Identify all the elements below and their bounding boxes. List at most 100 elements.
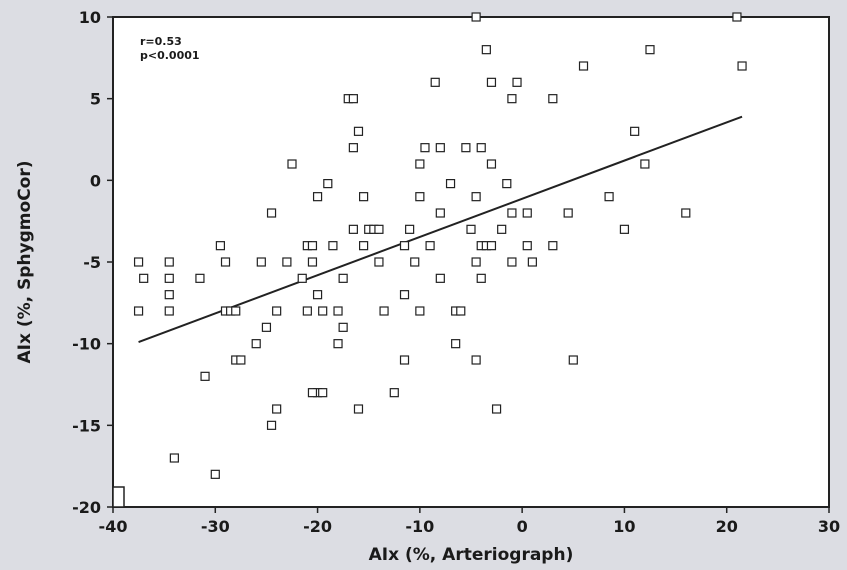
y-tick-label: -5 xyxy=(83,253,101,272)
data-point xyxy=(323,179,333,189)
data-point xyxy=(435,273,445,283)
data-point xyxy=(548,94,558,104)
data-point xyxy=(415,306,425,316)
data-point xyxy=(604,192,614,202)
origin-corner-box xyxy=(112,486,125,508)
data-point xyxy=(568,355,578,365)
data-points xyxy=(133,12,747,479)
data-point xyxy=(328,241,338,251)
data-point xyxy=(486,159,497,169)
plot-area xyxy=(112,16,830,508)
data-point xyxy=(486,241,497,251)
data-point xyxy=(333,306,343,316)
data-point xyxy=(266,208,277,218)
data-point xyxy=(297,273,307,283)
data-point xyxy=(272,306,282,316)
annotation-p: p<0.0001 xyxy=(140,49,200,62)
data-point xyxy=(471,192,481,202)
y-tick-label: -20 xyxy=(72,498,101,517)
data-point xyxy=(307,241,318,251)
data-point xyxy=(348,94,358,104)
x-tick-label: -30 xyxy=(201,517,230,536)
data-point xyxy=(261,322,272,332)
data-point xyxy=(164,257,174,267)
data-point xyxy=(215,241,225,251)
data-point xyxy=(200,371,210,381)
data-point xyxy=(430,77,440,87)
data-point xyxy=(737,61,747,71)
data-point xyxy=(399,241,410,251)
data-point xyxy=(527,257,537,267)
data-point xyxy=(353,126,364,136)
data-point xyxy=(445,179,456,189)
data-point xyxy=(512,77,522,87)
data-point xyxy=(282,257,292,267)
data-point xyxy=(507,208,517,218)
y-axis-ticks: 10 5 0 -5 -10 -15 -20 xyxy=(72,8,113,517)
x-axis-title: AIx (%, Arteriograph) xyxy=(369,545,574,565)
x-tick-label: 0 xyxy=(517,517,528,536)
y-tick-label: -10 xyxy=(72,335,101,354)
data-point xyxy=(379,306,389,316)
data-point xyxy=(420,143,430,153)
x-tick-label: 10 xyxy=(613,517,635,536)
y-tick-label: 5 xyxy=(90,90,101,109)
data-point xyxy=(374,257,384,267)
data-point xyxy=(195,273,205,283)
data-point xyxy=(210,469,220,479)
data-point xyxy=(307,257,318,267)
data-point xyxy=(338,273,348,283)
data-point xyxy=(619,224,630,234)
data-point xyxy=(312,290,323,300)
data-point xyxy=(139,273,149,283)
x-tick-label: 20 xyxy=(716,517,738,536)
data-point xyxy=(497,224,507,234)
data-point xyxy=(435,143,445,153)
data-point xyxy=(486,77,497,87)
data-point xyxy=(425,241,435,251)
data-point xyxy=(251,339,261,349)
data-point xyxy=(307,388,318,398)
data-point xyxy=(410,257,420,267)
data-point xyxy=(169,453,179,463)
data-point xyxy=(507,94,517,104)
data-point xyxy=(164,290,174,300)
y-tick-label: 10 xyxy=(79,8,101,27)
data-point xyxy=(374,224,384,234)
data-point xyxy=(389,388,399,398)
data-point xyxy=(415,192,425,202)
data-point xyxy=(502,179,512,189)
data-point xyxy=(522,208,532,218)
data-point xyxy=(578,61,589,71)
data-point xyxy=(491,404,502,414)
data-point xyxy=(435,208,445,218)
data-point xyxy=(133,306,144,316)
data-point xyxy=(318,388,328,398)
data-point xyxy=(630,126,640,136)
data-point xyxy=(476,273,486,283)
data-point xyxy=(399,290,410,300)
data-point xyxy=(164,306,174,316)
data-point xyxy=(338,322,348,332)
data-point xyxy=(287,159,297,169)
data-point xyxy=(456,306,466,316)
data-point xyxy=(451,339,461,349)
data-point xyxy=(732,12,742,22)
data-point xyxy=(405,224,415,234)
data-point xyxy=(548,241,558,251)
data-point xyxy=(563,208,573,218)
annotation-r: r=0.53 xyxy=(140,35,182,48)
data-point xyxy=(522,241,532,251)
data-point xyxy=(266,420,277,430)
x-axis-ticks: -40 -30 -20 -10 0 10 20 30 xyxy=(99,507,840,536)
data-point xyxy=(302,306,312,316)
data-point xyxy=(481,45,491,55)
data-point xyxy=(164,273,174,283)
regression-line xyxy=(138,115,743,343)
data-point xyxy=(220,257,231,267)
y-axis-title: AIx (%, SphygmoCor) xyxy=(15,160,35,363)
data-point xyxy=(507,257,517,267)
data-point xyxy=(645,45,655,55)
data-point xyxy=(231,306,241,316)
